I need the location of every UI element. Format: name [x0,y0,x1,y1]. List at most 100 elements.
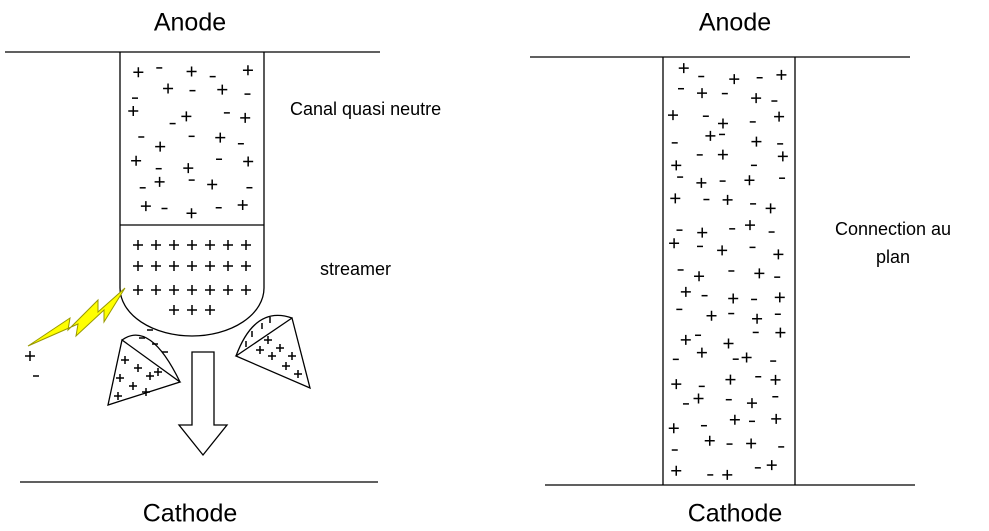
positive-charge [140,201,151,212]
positive-charge [693,393,704,404]
positive-charge [725,374,736,385]
positive-charge [294,370,302,378]
channel-label: Canal quasi neutre [290,99,441,119]
positive-charge [243,156,254,167]
positive-charge [264,336,272,344]
positive-charge [696,177,707,188]
positive-charge [774,292,785,303]
positive-charge [741,352,752,363]
positive-charge [745,220,756,231]
positive-charge [671,465,682,476]
positive-charge [169,240,179,250]
positive-charge [706,310,717,321]
positive-charge [276,344,284,352]
positive-charge [187,305,197,315]
positive-charge [697,227,708,238]
positive-charge [669,238,680,249]
positive-charge [205,305,215,315]
positive-charge [237,199,248,210]
positive-charge [223,261,233,271]
positive-charge [771,413,782,424]
positive-charge [241,240,251,250]
positive-charge [146,372,154,380]
positive-charge [723,338,734,349]
positive-charge [751,136,762,147]
positive-charge [751,93,762,104]
connection-label: Connection au [835,219,951,239]
positive-charge [670,193,681,204]
positive-charge [680,286,691,297]
positive-charge [223,240,233,250]
positive-charge [154,368,162,376]
cathode-label: Cathode [688,500,783,528]
positive-charge [754,268,765,279]
positive-charge [151,240,161,250]
positive-charge [705,130,716,141]
positive-charge [717,245,728,256]
positive-charge [129,382,137,390]
positive-charge [729,414,740,425]
positive-charge [746,398,757,409]
positive-charge [671,379,682,390]
positive-charge [282,362,290,370]
positive-charge [697,88,708,99]
positive-charge [223,285,233,295]
positive-charge [722,194,733,205]
positive-charge [773,249,784,260]
left-cone-cap [121,334,181,383]
positive-charge [288,352,296,360]
positive-charge [678,63,689,74]
positive-charge [694,271,705,282]
positive-charge [728,293,739,304]
positive-charge [776,69,787,80]
lightning [27,287,126,347]
positive-charge [746,438,757,449]
positive-charge [765,203,776,214]
positive-charge [128,105,139,116]
positive-charge [766,460,777,471]
positive-charge [680,334,691,345]
positive-charge [770,374,781,385]
positive-charge [151,285,161,295]
positive-charge [215,132,226,143]
positive-charge [151,261,161,271]
positive-charge [774,111,785,122]
positive-charge [777,151,788,162]
positive-charge [717,118,728,129]
connection-label: plan [876,247,910,267]
charges [25,63,788,480]
positive-charge [121,356,129,364]
positive-charge [187,240,197,250]
positive-charge [169,285,179,295]
positive-charge [775,327,786,338]
positive-charge [268,352,276,360]
positive-charge [154,176,165,187]
positive-charge [240,112,251,123]
positive-charge [704,435,715,446]
positive-charge [241,261,251,271]
positive-charge [242,65,253,76]
positive-charge [241,285,251,295]
positive-charge [186,208,197,219]
positive-charge [133,285,143,295]
positive-charge [722,469,733,480]
positive-charge [142,388,150,396]
positive-charge [187,261,197,271]
positive-charge [205,240,215,250]
positive-charge [186,66,197,77]
positive-charge [163,83,174,94]
right-cone [234,316,311,390]
positive-charge [671,160,682,171]
streamer-label: streamer [320,259,391,279]
positive-charge [169,261,179,271]
anode-label: Anode [699,9,771,37]
positive-charge [134,364,142,372]
positive-charge [696,347,707,358]
positive-charge [717,149,728,160]
positive-charge [752,313,763,324]
channel-outline [119,52,265,337]
cathode-label: Cathode [143,500,238,528]
arrow-down [177,351,229,457]
positive-charge [114,392,122,400]
anode-label: Anode [154,9,226,37]
